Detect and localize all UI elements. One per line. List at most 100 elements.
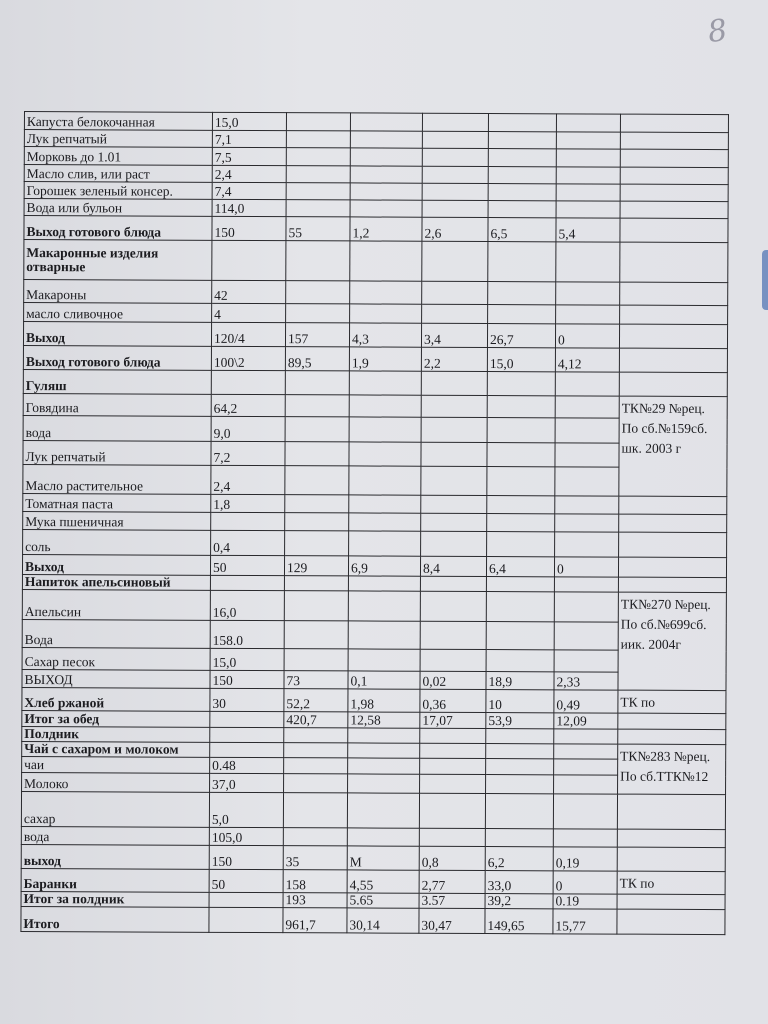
cell-weight: 37,0 [209, 773, 284, 793]
cell-fat: 8,4 [420, 556, 487, 577]
cell-carbs [486, 649, 555, 672]
cell-energy: 73 [283, 670, 349, 689]
cell-fat [420, 621, 487, 650]
cell-fat [421, 241, 488, 282]
cell-protein [347, 757, 420, 775]
cell-vitamin [555, 281, 620, 306]
cell-weight: 0.48 [209, 757, 284, 774]
cell-carbs: 149,65 [484, 908, 554, 934]
table-row: Выход готового блюда 100\2 89,5 1,9 2,2 15,0 4… [23, 345, 728, 373]
cell-item: Лук репчатый [24, 129, 213, 148]
cell-vitamin [554, 576, 619, 593]
cell-carbs [485, 728, 554, 744]
cell-fat [420, 531, 487, 557]
cell-vitamin: 0 [554, 556, 619, 578]
cell-weight: 150 [209, 845, 284, 870]
cell-carbs [487, 281, 556, 305]
cell-energy [284, 620, 349, 649]
cell-protein [348, 465, 421, 496]
cell-vitamin [554, 442, 620, 468]
cell-protein [349, 303, 422, 324]
cell-item: Масло слив, или раст [24, 164, 213, 183]
cell-carbs [487, 395, 556, 418]
cell-vitamin [555, 241, 620, 283]
cell-item: Молоко [21, 772, 210, 793]
table-row: Говядина 64,2 ТК№29 №рец. По сб.№159сб. шк… [23, 393, 728, 497]
cell-item: Полдник [21, 726, 210, 743]
cell-weight: 150 [211, 216, 287, 241]
cell-carbs: 6,2 [485, 846, 554, 871]
cell-item: Макароны [23, 279, 212, 304]
cell-energy: 35 [283, 845, 348, 870]
cell-vitamin [556, 113, 621, 133]
cell-tech-card-note [619, 305, 728, 325]
cell-protein [350, 165, 423, 184]
cell-protein [349, 240, 422, 282]
cell-carbs [488, 113, 557, 132]
cell-protein [348, 620, 421, 650]
cell-protein [348, 494, 421, 514]
cell-carbs: 53,9 [485, 712, 554, 729]
cell-weight: 15,0 [212, 112, 287, 131]
cell-vitamin [553, 793, 618, 830]
cell-carbs [488, 183, 557, 201]
cell-protein [348, 590, 421, 622]
cell-fat [420, 495, 487, 514]
table-row: сахар 5,0 [21, 791, 726, 830]
cell-item: Выход готового блюда [23, 345, 212, 371]
cell-carbs [487, 417, 556, 443]
cell-tech-card-note [620, 149, 729, 168]
cell-tech-card-note: ТК по [617, 690, 726, 714]
cell-item: Итог за полдник [21, 891, 210, 908]
cell-energy [286, 182, 351, 200]
cell-carbs: 15,0 [487, 347, 556, 372]
cell-carbs [488, 131, 557, 149]
cell-item: Лук репчатый [22, 440, 212, 466]
cell-weight [209, 892, 284, 908]
cell-energy [284, 530, 349, 556]
cell-fat [422, 183, 489, 201]
cell-fat [419, 774, 486, 794]
cell-protein [349, 280, 422, 305]
cell-vitamin [556, 131, 621, 150]
cell-tech-card-note [617, 794, 726, 830]
cell-weight: 2,4 [210, 465, 285, 495]
cell-energy [286, 147, 351, 166]
cell-vitamin [555, 417, 620, 444]
cell-vitamin [554, 513, 619, 533]
cell-carbs [486, 442, 556, 467]
cell-weight: 100\2 [211, 346, 286, 371]
cell-protein: 0,1 [347, 670, 421, 690]
cell-fat: 17,07 [419, 712, 486, 729]
cell-item: сахар [21, 791, 210, 828]
table-row: Итого 961,7 30,14 30,47 149,65 15,77 [20, 906, 726, 935]
cell-fat: 2,6 [421, 217, 489, 242]
cell-tech-card-note [619, 282, 728, 306]
cell-item: Выход [23, 321, 212, 347]
table-row: Гуляш [23, 369, 728, 397]
cell-energy [284, 648, 349, 671]
cell-energy [284, 512, 349, 531]
cell-energy [286, 130, 351, 148]
cell-vitamin [554, 621, 619, 651]
cell-energy [285, 303, 350, 323]
cell-item: Масло растительное [22, 464, 211, 495]
cell-weight: 42 [211, 280, 286, 304]
cell-energy [284, 465, 349, 495]
cell-item: Горошек зеленый консер. [24, 181, 213, 200]
cell-item: Напиток апельсиновый [22, 574, 211, 591]
table-row: Хлеб ржаной 30 52,2 1,98 0,36 10 0,49 ТК по [21, 687, 726, 714]
cell-protein [347, 827, 420, 847]
cell-vitamin [553, 758, 618, 776]
cell-carbs [486, 531, 555, 557]
cell-energy [283, 742, 348, 758]
cell-energy: 89,5 [285, 346, 350, 371]
cell-carbs [485, 828, 554, 847]
cell-fat: 30,47 [418, 908, 486, 934]
cell-fat: 0,8 [419, 846, 486, 871]
cell-fat [419, 758, 486, 775]
cell-energy [283, 727, 348, 743]
cell-vitamin: 0,49 [553, 689, 618, 714]
cell-fat: 3.57 [419, 893, 486, 909]
